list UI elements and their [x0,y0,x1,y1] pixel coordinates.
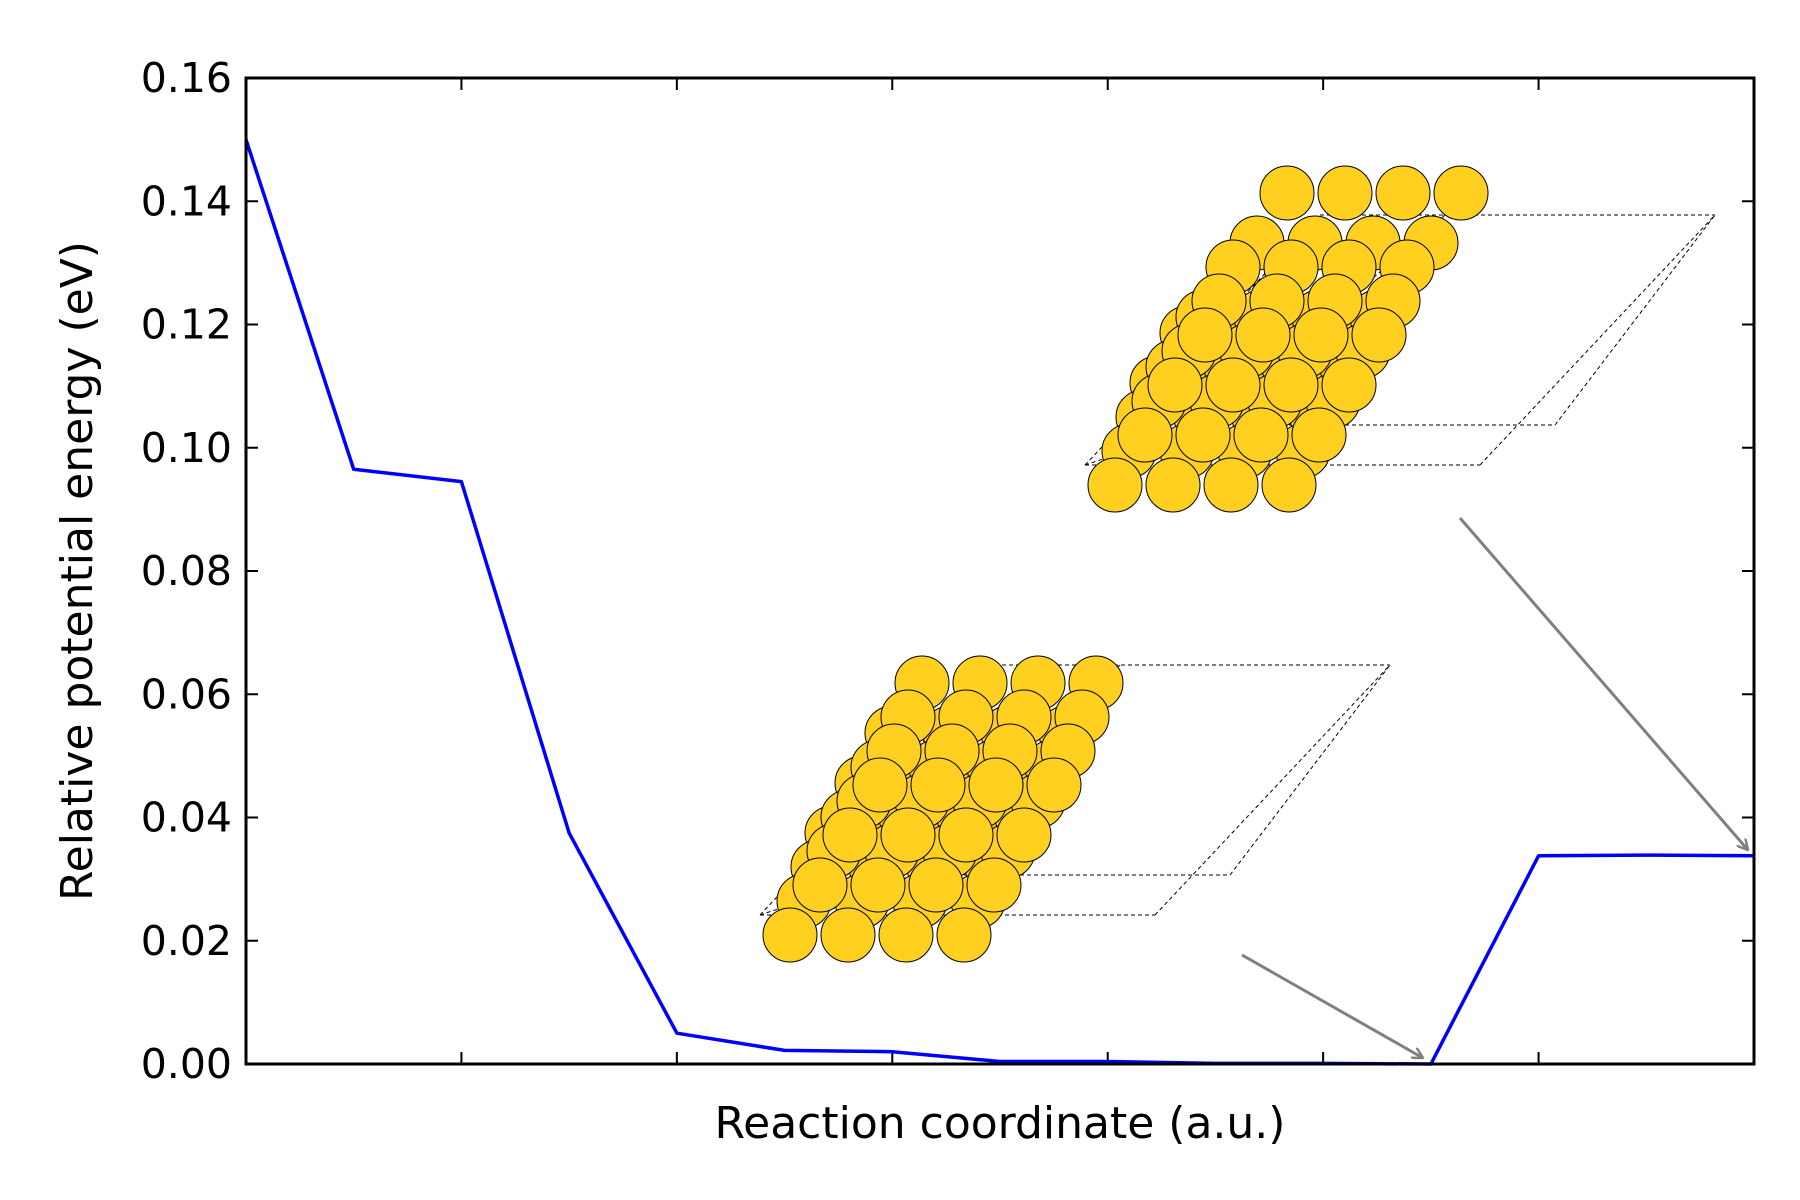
energy-series-line [244,139,1755,1066]
atom [1261,457,1317,513]
cell-edge [1479,214,1716,466]
y-tick-labels: 0.00 0.02 0.04 0.06 0.08 0.10 0.12 0.14 0.16 [141,54,232,1088]
atom [938,807,994,863]
cell-edge [1554,214,1716,426]
atom [852,757,908,813]
atom [1235,307,1291,363]
atom [1147,357,1203,413]
slab-insets [759,165,1716,963]
atom [908,857,964,913]
atom [1293,307,1349,363]
axis-ticks [246,77,1754,1065]
atom [1291,407,1347,463]
y-tick-label: 0.14 [141,177,232,225]
atom [1117,407,1173,463]
y-tick-label: 0.16 [141,54,232,102]
atom [1263,357,1319,413]
atom [1259,165,1315,221]
atom [1433,165,1489,221]
atom [1087,457,1143,513]
annotation-arrows [1241,517,1748,1060]
atom [880,807,936,863]
y-tick-label: 0.02 [141,917,232,965]
atom [1026,757,1082,813]
energy-series-points [245,139,1755,1065]
arrow-to-final-state [1458,517,1748,850]
atom [1145,457,1201,513]
reconstructed-surface-slab [1084,165,1716,513]
y-tick-label: 0.00 [141,1040,232,1088]
arrow-to-minimum [1241,953,1423,1060]
atom [1203,457,1259,513]
atom [820,907,876,963]
atom [1351,307,1407,363]
flat-surface-slab [759,655,1391,963]
atom [762,907,818,963]
atom [910,757,966,813]
y-axis-label: Relative potential energy (eV) [52,241,103,901]
y-tick-label: 0.08 [141,547,232,595]
y-tick-label: 0.06 [141,670,232,718]
y-tick-label: 0.12 [141,301,232,349]
x-axis-label: Reaction coordinate (a.u.) [715,1098,1286,1149]
atom [1321,357,1377,413]
atom [792,857,848,913]
atom [850,857,906,913]
atom [1375,165,1431,221]
atom [822,807,878,863]
atom [1317,165,1373,221]
y-tick-label: 0.10 [141,424,232,472]
atom [996,807,1052,863]
atom [1175,407,1231,463]
cell-edge [1229,664,1391,876]
atom [936,907,992,963]
atom [968,757,1024,813]
atom [878,907,934,963]
cell-edge [1154,664,1391,916]
atom [1205,357,1261,413]
atom [1233,407,1289,463]
atom [1177,307,1233,363]
atom [966,857,1022,913]
plot-frame [244,76,1756,1066]
y-tick-label: 0.04 [141,794,232,842]
